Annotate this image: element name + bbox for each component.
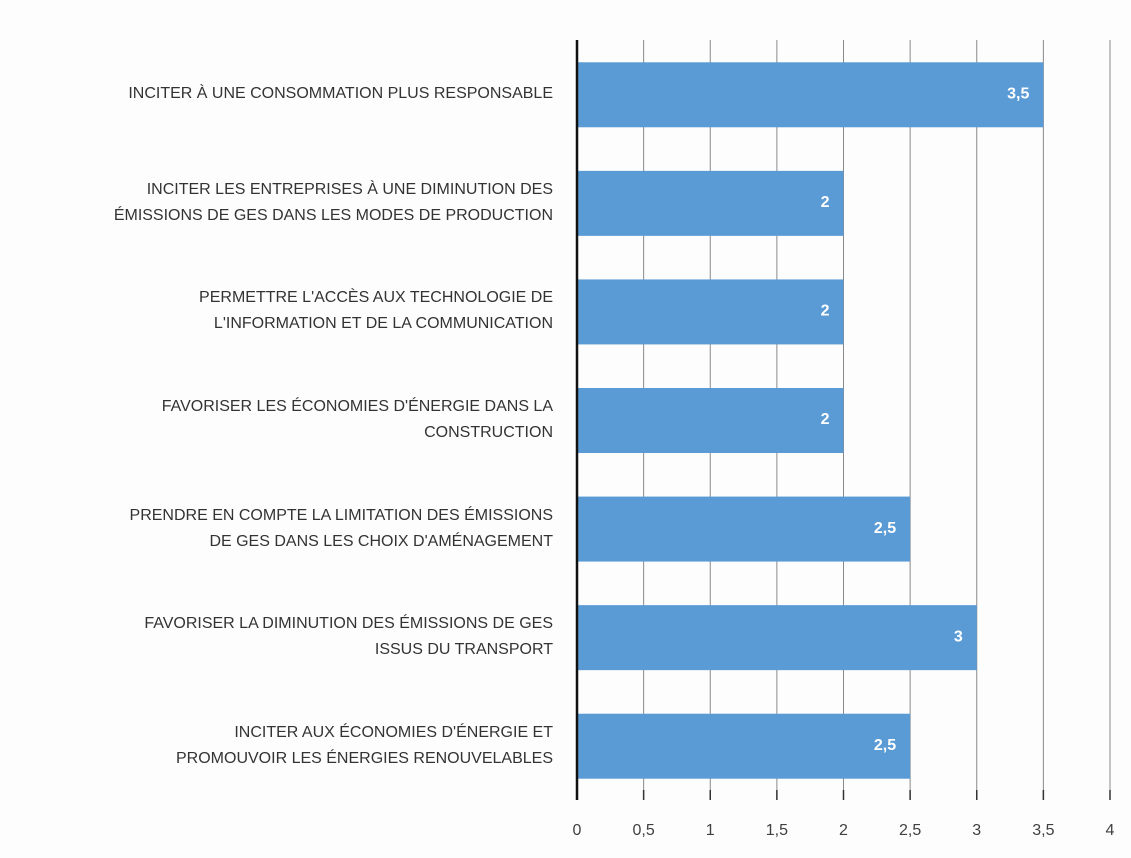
y-tick-label: PERMETTRE L'ACCÈS AUX TECHNOLOGIE DE L'I…: [199, 289, 553, 333]
x-tick-label: 3,5: [1032, 822, 1054, 839]
bar: [577, 62, 1044, 128]
value-label: 2: [821, 411, 830, 428]
value-label: 3,5: [1007, 86, 1029, 103]
x-tick-label: 1,5: [766, 822, 788, 839]
bar: [577, 279, 844, 345]
x-tick-label: 2: [839, 822, 848, 839]
value-label: 2: [821, 303, 830, 320]
x-tick-label: 1: [706, 822, 715, 839]
bar: [577, 170, 844, 236]
x-tick-label: 4: [1106, 822, 1115, 839]
bar: [577, 496, 911, 562]
y-tick-label: INCITER À UNE CONSOMMATION PLUS RESPONSA…: [128, 85, 553, 103]
x-tick-label: 0: [573, 822, 582, 839]
y-tick-label: INCITER AUX ÉCONOMIES D'ÉNERGIE ET PROMO…: [176, 723, 553, 767]
bar: [577, 713, 911, 779]
x-tick-label: 3: [972, 822, 981, 839]
value-label: 3: [954, 628, 963, 645]
bar: [577, 388, 844, 453]
bar: [577, 605, 977, 671]
y-tick-label: FAVORISER LES ÉCONOMIES D'ÉNERGIE DANS L…: [161, 397, 553, 441]
x-tick-label: 0,5: [633, 822, 655, 839]
y-tick-label: INCITER LES ENTREPRISES À UNE DIMINUTION…: [113, 180, 553, 224]
value-label: 2: [821, 194, 830, 211]
value-label: 2,5: [874, 737, 896, 754]
x-tick-label: 2,5: [899, 822, 921, 839]
value-label: 2,5: [874, 520, 896, 537]
y-tick-label: FAVORISER LA DIMINUTION DES ÉMISSIONS DE…: [144, 615, 553, 659]
y-tick-label: PRENDRE EN COMPTE LA LIMITATION DES ÉMIS…: [129, 506, 553, 550]
